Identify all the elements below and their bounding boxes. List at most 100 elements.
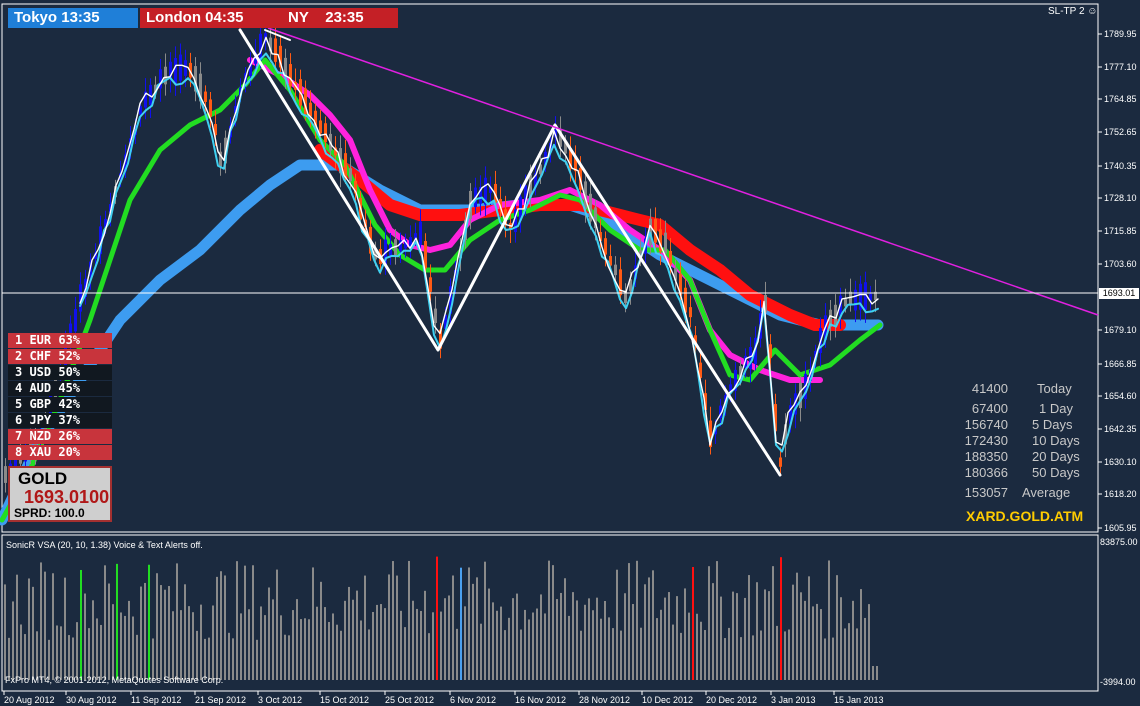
- candle-body: [809, 369, 812, 381]
- volume-bar: [860, 589, 862, 680]
- candle-body: [604, 238, 607, 255]
- indicator-axis-top: 83875.00: [1100, 537, 1138, 547]
- volume-bar: [160, 585, 162, 680]
- candle-body: [679, 273, 682, 296]
- volume-bar: [504, 630, 506, 680]
- volume-bar: [620, 630, 622, 680]
- volume-bar: [648, 577, 650, 680]
- volume-bar: [440, 611, 442, 680]
- volume-bar: [516, 593, 518, 680]
- volume-bar: [44, 571, 46, 680]
- candle-body: [154, 84, 157, 93]
- volume-bar: [688, 612, 690, 680]
- volume-bar: [136, 634, 138, 680]
- candle-body: [494, 183, 497, 203]
- volume-bars: [4, 556, 878, 680]
- volume-bar: [96, 618, 98, 680]
- volume-bar: [548, 560, 550, 680]
- volume-bar: [408, 560, 410, 680]
- candle-body: [149, 84, 152, 105]
- volume-bar: [180, 610, 182, 680]
- volume-bar: [196, 630, 198, 680]
- currency-strength-item: 1 EUR 63%: [8, 333, 112, 348]
- volume-bar: [640, 627, 642, 680]
- volume-bar: [216, 576, 218, 680]
- candle-body: [589, 193, 592, 222]
- volume-stat-value: 41400: [971, 381, 1008, 396]
- candle-body: [859, 283, 862, 310]
- volume-bar: [772, 566, 774, 680]
- volume-stat-row: 188350 20 Days: [960, 449, 1080, 465]
- volume-bar: [284, 634, 286, 680]
- volume-bar: [268, 587, 270, 680]
- volume-bar: [308, 619, 310, 680]
- candle-body: [694, 335, 697, 344]
- candle-body: [189, 62, 192, 78]
- price-tick-label: 1654.60: [1104, 391, 1137, 401]
- currency-strength-item: 2 CHF 52%: [8, 349, 112, 364]
- price-tick-label: 1777.10: [1104, 62, 1137, 72]
- candle-body: [119, 173, 122, 181]
- volume-stat-row: 180366 50 Days: [960, 465, 1080, 481]
- volume-bar: [800, 592, 802, 680]
- volume-bar: [312, 567, 314, 680]
- candle-body: [569, 148, 572, 169]
- volume-bar: [532, 612, 534, 680]
- volume-bar: [112, 604, 114, 680]
- candle-body: [219, 151, 222, 167]
- candle-body: [664, 232, 667, 254]
- volume-bar: [392, 561, 394, 680]
- volume-bar: [36, 631, 38, 680]
- volume-bar: [100, 624, 102, 680]
- volume-bar: [72, 637, 74, 680]
- volume-bar: [132, 616, 134, 680]
- candle-body: [334, 147, 337, 156]
- candle-body: [609, 256, 612, 266]
- date-tick-label: 21 Sep 2012: [195, 695, 246, 705]
- volume-bar: [52, 573, 54, 680]
- volume-bar: [348, 586, 350, 680]
- volume-bar: [332, 613, 334, 680]
- volume-bar: [84, 593, 86, 680]
- volume-bar: [804, 600, 806, 680]
- volume-bar: [108, 583, 110, 680]
- volume-bar: [752, 635, 754, 680]
- volume-bar: [116, 563, 118, 680]
- candle-body: [829, 309, 832, 327]
- volume-bar: [636, 560, 638, 680]
- candle-body: [559, 129, 562, 147]
- volume-bar: [388, 574, 390, 680]
- candle-body: [14, 456, 17, 469]
- volume-bar: [152, 638, 154, 680]
- volume-bar: [876, 666, 878, 680]
- volume-bar: [8, 637, 10, 680]
- candle-body: [269, 37, 272, 52]
- volume-bar: [352, 599, 354, 680]
- currency-strength-item: 7 NZD 26%: [8, 429, 112, 444]
- candle-body: [529, 174, 532, 198]
- volume-bar: [488, 588, 490, 680]
- volume-bar: [692, 567, 694, 680]
- volume-bar: [448, 595, 450, 680]
- volume-bar: [704, 630, 706, 680]
- volume-bar: [444, 598, 446, 680]
- volume-bar: [500, 606, 502, 680]
- candle-body: [399, 240, 402, 252]
- volume-bar: [764, 589, 766, 680]
- volume-bar: [384, 608, 386, 680]
- candle-body: [389, 243, 392, 256]
- volume-bar: [676, 596, 678, 680]
- candle-body: [574, 157, 577, 172]
- candle-body: [764, 294, 767, 313]
- candle-body: [129, 138, 132, 153]
- volume-bar: [736, 593, 738, 680]
- main-pane-border: [1, 3, 1099, 533]
- volume-bar: [88, 628, 90, 680]
- volume-bar: [300, 619, 302, 680]
- candle-body: [729, 384, 732, 392]
- candle-body: [124, 154, 127, 172]
- volume-bar: [168, 586, 170, 680]
- volume-bar: [600, 618, 602, 680]
